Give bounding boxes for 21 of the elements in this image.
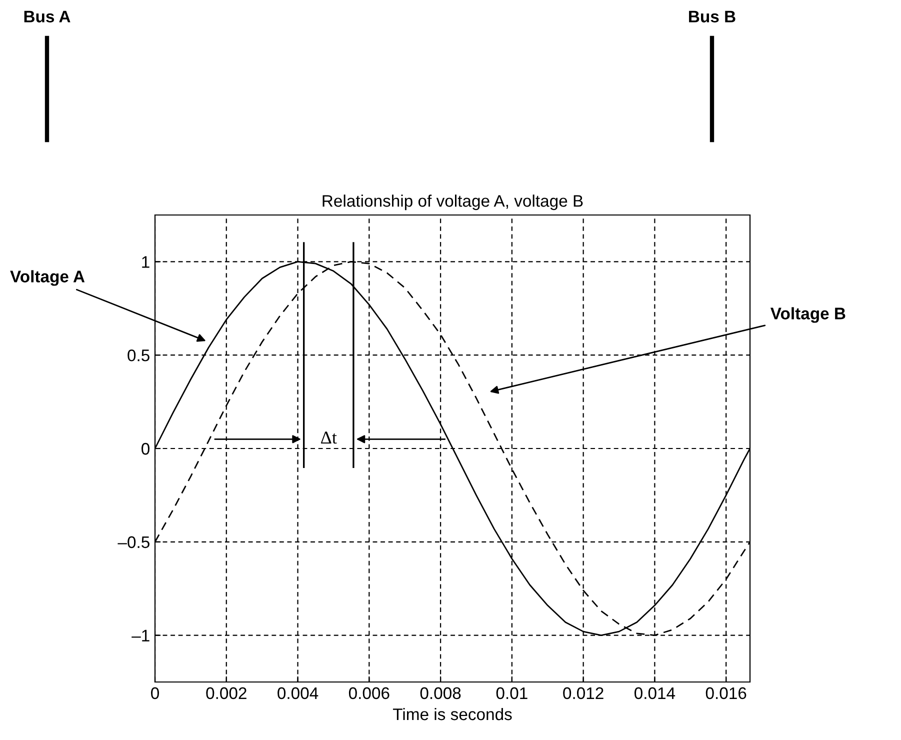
text: Voltage B	[770, 307, 846, 323]
x-tick-label: 0.002	[206, 687, 246, 700]
x-tick-label: 0.016	[706, 687, 746, 700]
annotation: Δt	[321, 432, 337, 444]
y-tick-label: –1	[132, 630, 150, 642]
text: Bus A	[24, 10, 70, 22]
y-tick-label: –0.5	[118, 536, 150, 548]
x-tick-label: 0.006	[348, 687, 390, 700]
y-tick-label: 0	[142, 442, 150, 455]
x-tick-label: 0.01	[496, 687, 528, 700]
chart-title: Relationship of voltage A, voltage B	[322, 194, 583, 210]
y-tick-label: 1	[142, 256, 150, 268]
x-axis-title: Time is seconds	[392, 708, 512, 720]
x-tick-label: 0.012	[563, 687, 604, 700]
x-tick-label: 0.004	[278, 687, 318, 700]
y-tick-label: 0.5	[128, 350, 150, 362]
text: Bus B	[689, 10, 736, 22]
x-tick-label: 0.014	[634, 687, 676, 700]
x-tick-label: 0.008	[420, 687, 461, 700]
text: Voltage A	[10, 270, 85, 286]
x-tick-label: 0	[151, 687, 159, 700]
